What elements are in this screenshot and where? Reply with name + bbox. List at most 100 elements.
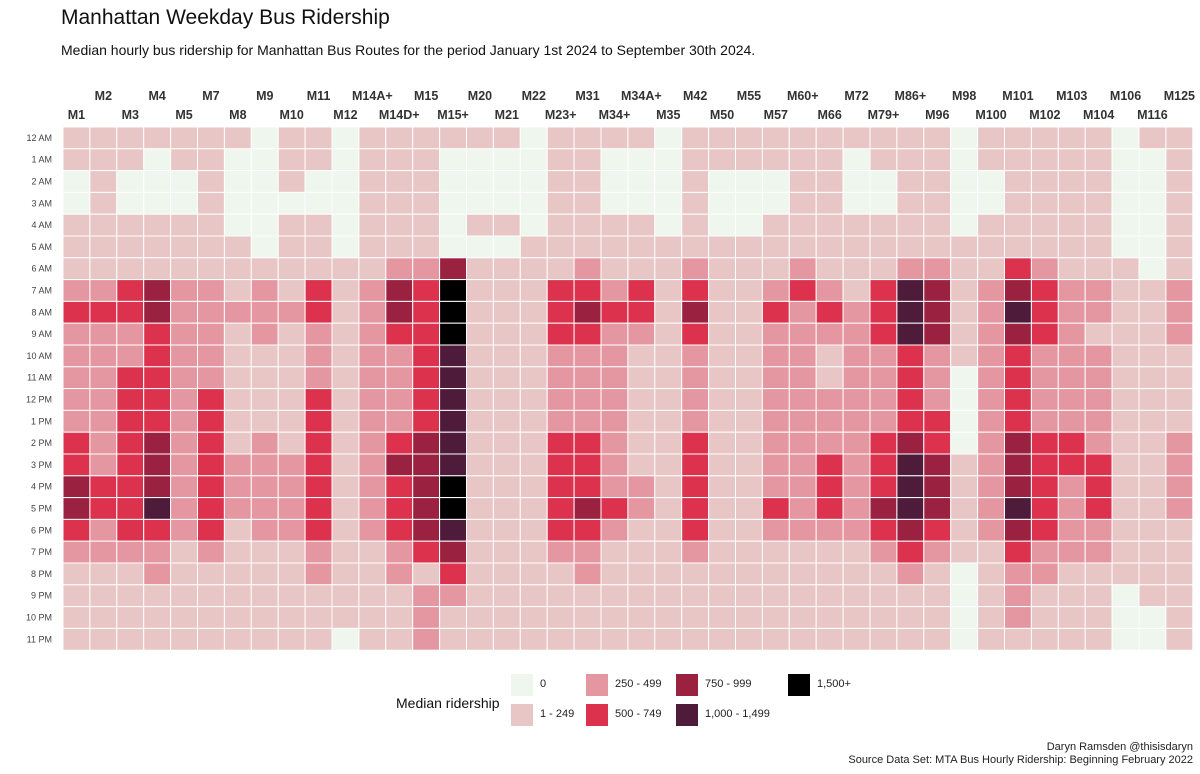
cell-M34+-5-AM	[600, 235, 629, 259]
cell-M55-9-AM	[735, 322, 763, 346]
cell-M42-3-AM	[681, 191, 710, 215]
cell-M57-10-PM	[761, 606, 790, 629]
column-label-M20: M20	[468, 89, 492, 103]
cell-M23+-11-AM	[546, 366, 575, 390]
row-label-2-AM: 2 AM	[31, 177, 52, 187]
cell-M14A+-11-AM	[358, 366, 387, 390]
cell-M21-6-AM	[492, 257, 521, 281]
column-label-M15: M15	[414, 89, 438, 103]
cell-M11-4-AM	[304, 213, 333, 237]
cell-M15-2-PM	[412, 431, 441, 455]
cell-M15+-5-AM	[439, 235, 468, 259]
cell-M10-3-PM	[277, 453, 306, 477]
cell-M11-3-AM	[304, 191, 333, 215]
cell-M3-10-PM	[116, 606, 145, 629]
column-label-M22: M22	[522, 89, 546, 103]
cell-M34A+-2-PM	[627, 431, 656, 455]
cell-M79+-11-PM	[869, 627, 898, 651]
cell-M72-1-PM	[842, 409, 871, 433]
cell-M55-10-AM	[735, 344, 763, 368]
cell-M14D+-8-PM	[385, 562, 414, 586]
column-label-M1: M1	[68, 108, 85, 122]
cell-M102-7-PM	[1030, 540, 1059, 564]
cell-M106-12-AM	[1111, 126, 1140, 150]
cell-M42-1-PM	[681, 409, 710, 433]
cell-M23+-7-PM	[546, 540, 575, 564]
cell-M14D+-7-AM	[385, 279, 414, 302]
cell-M100-10-AM	[977, 344, 1005, 368]
cell-M7-9-AM	[197, 322, 225, 346]
cell-M7-7-PM	[197, 540, 225, 564]
cell-M106-4-AM	[1111, 213, 1140, 237]
cell-M2-3-PM	[89, 453, 118, 477]
cell-M8-7-AM	[223, 279, 252, 302]
cell-M14D+-12-PM	[385, 388, 414, 411]
cell-M23+-9-PM	[546, 584, 575, 608]
cell-M14A+-8-PM	[358, 562, 387, 586]
cell-M60+-10-PM	[788, 606, 817, 629]
cell-M60+-6-AM	[788, 257, 817, 281]
cell-M103-3-AM	[1057, 191, 1086, 215]
cell-M42-3-PM	[681, 453, 710, 477]
cell-M34+-9-AM	[600, 322, 629, 346]
cell-M55-7-PM	[735, 540, 763, 564]
cell-M50-2-PM	[708, 431, 736, 455]
cell-M20-1-PM	[466, 409, 494, 433]
column-label-M86+: M86+	[895, 89, 927, 103]
cell-M101-4-AM	[1004, 213, 1032, 237]
cell-M101-9-AM	[1004, 322, 1032, 346]
cell-M11-12-AM	[304, 126, 333, 150]
cell-M57-8-AM	[761, 300, 790, 324]
cell-M60+-1-AM	[788, 148, 817, 172]
cell-M8-8-PM	[223, 562, 252, 586]
cell-M102-5-PM	[1030, 497, 1059, 520]
cell-M31-9-AM	[573, 322, 602, 346]
column-label-M2: M2	[95, 89, 112, 103]
cell-M3-9-PM	[116, 584, 145, 608]
cell-M57-12-AM	[761, 126, 790, 150]
cell-M14D+-11-AM	[385, 366, 414, 390]
cell-M5-5-AM	[170, 235, 199, 259]
column-label-M50: M50	[710, 108, 734, 122]
cell-M22-8-PM	[519, 562, 548, 586]
cell-M106-7-AM	[1111, 279, 1140, 302]
cell-M21-1-AM	[492, 148, 521, 172]
cell-M14A+-9-PM	[358, 584, 387, 608]
cell-M23+-4-PM	[546, 475, 575, 499]
row-label-1-AM: 1 AM	[31, 155, 52, 165]
cell-M50-5-AM	[708, 235, 736, 259]
cell-M101-10-PM	[1004, 606, 1032, 629]
cell-M86+-1-AM	[896, 148, 925, 172]
cell-M116-10-PM	[1138, 606, 1167, 629]
cell-M12-3-AM	[331, 191, 360, 215]
cell-M4-9-AM	[143, 322, 172, 346]
cell-M101-1-PM	[1004, 409, 1032, 433]
cell-M55-11-AM	[735, 366, 763, 390]
cell-M34+-1-AM	[600, 148, 629, 172]
cell-M57-1-PM	[761, 409, 790, 433]
cell-M20-4-AM	[466, 213, 494, 237]
cell-M55-8-PM	[735, 562, 763, 586]
cell-M22-2-PM	[519, 431, 548, 455]
cell-M22-2-AM	[519, 170, 548, 193]
cell-M31-10-AM	[573, 344, 602, 368]
cell-M9-4-PM	[250, 475, 279, 499]
cell-M7-7-AM	[197, 279, 225, 302]
cell-M12-8-AM	[331, 300, 360, 324]
cell-M79+-7-PM	[869, 540, 898, 564]
cell-M8-3-AM	[223, 191, 252, 215]
cell-M106-1-PM	[1111, 409, 1140, 433]
cell-M31-2-AM	[573, 170, 602, 193]
cell-M57-7-PM	[761, 540, 790, 564]
cell-M14D+-9-PM	[385, 584, 414, 608]
cell-M98-10-AM	[950, 344, 979, 368]
cell-M1-11-PM	[62, 627, 91, 651]
cell-M103-4-AM	[1057, 213, 1086, 237]
cell-M22-9-AM	[519, 322, 548, 346]
cell-M22-7-PM	[519, 540, 548, 564]
cell-M10-1-AM	[277, 148, 306, 172]
cell-M21-7-PM	[492, 540, 521, 564]
cell-M5-11-PM	[170, 627, 199, 651]
cell-M15+-2-PM	[439, 431, 468, 455]
cell-M14D+-6-PM	[385, 518, 414, 542]
